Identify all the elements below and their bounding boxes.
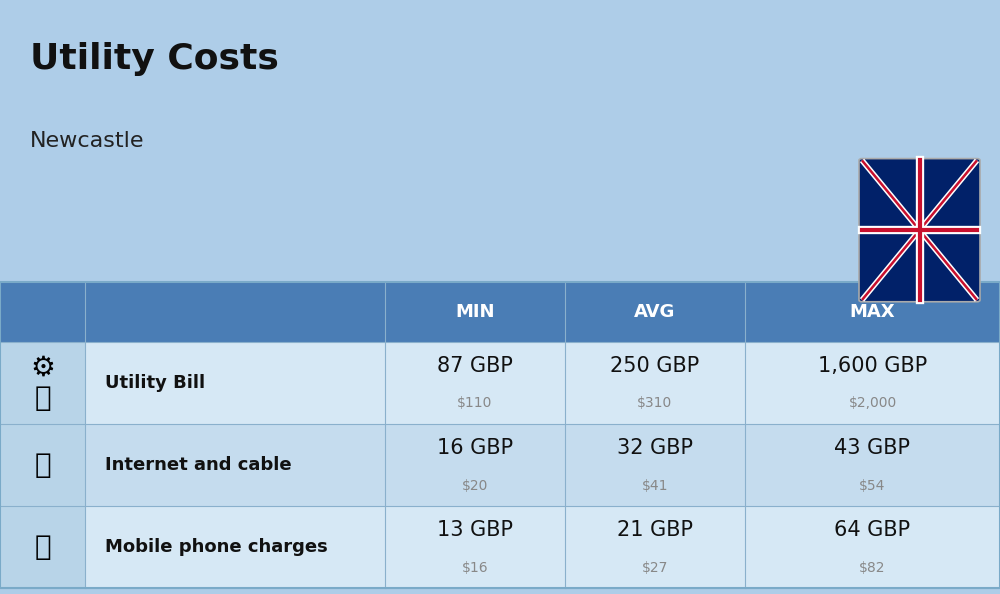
Text: Newcastle: Newcastle (30, 131, 144, 151)
Text: 43 GBP: 43 GBP (834, 438, 910, 458)
FancyBboxPatch shape (0, 424, 1000, 506)
Text: $27: $27 (642, 561, 668, 575)
Text: 21 GBP: 21 GBP (617, 520, 693, 541)
Text: ⚙
🔌: ⚙ 🔌 (30, 353, 55, 412)
Text: 64 GBP: 64 GBP (834, 520, 911, 541)
Text: 16 GBP: 16 GBP (437, 438, 513, 458)
Text: 1,600 GBP: 1,600 GBP (818, 356, 927, 376)
FancyBboxPatch shape (0, 506, 1000, 588)
Text: MIN: MIN (455, 303, 495, 321)
Text: 📶: 📶 (34, 451, 51, 479)
FancyBboxPatch shape (0, 342, 85, 424)
FancyBboxPatch shape (0, 506, 85, 588)
Text: 87 GBP: 87 GBP (437, 356, 513, 376)
FancyBboxPatch shape (859, 159, 980, 302)
Text: Utility Costs: Utility Costs (30, 42, 279, 75)
Text: Internet and cable: Internet and cable (105, 456, 292, 474)
Text: $41: $41 (642, 479, 668, 492)
FancyBboxPatch shape (0, 342, 1000, 424)
Text: $310: $310 (637, 396, 673, 410)
Text: MAX: MAX (850, 303, 895, 321)
Text: 32 GBP: 32 GBP (617, 438, 693, 458)
Text: Mobile phone charges: Mobile phone charges (105, 538, 328, 556)
Text: $16: $16 (462, 561, 488, 575)
Text: 250 GBP: 250 GBP (610, 356, 700, 376)
FancyBboxPatch shape (0, 424, 85, 506)
Text: Utility Bill: Utility Bill (105, 374, 205, 391)
Text: AVG: AVG (634, 303, 676, 321)
Text: $54: $54 (859, 479, 886, 492)
Text: 📱: 📱 (34, 533, 51, 561)
Text: 13 GBP: 13 GBP (437, 520, 513, 541)
Text: $20: $20 (462, 479, 488, 492)
Text: $2,000: $2,000 (848, 396, 897, 410)
Text: $110: $110 (457, 396, 493, 410)
Text: $82: $82 (859, 561, 886, 575)
FancyBboxPatch shape (0, 282, 1000, 342)
